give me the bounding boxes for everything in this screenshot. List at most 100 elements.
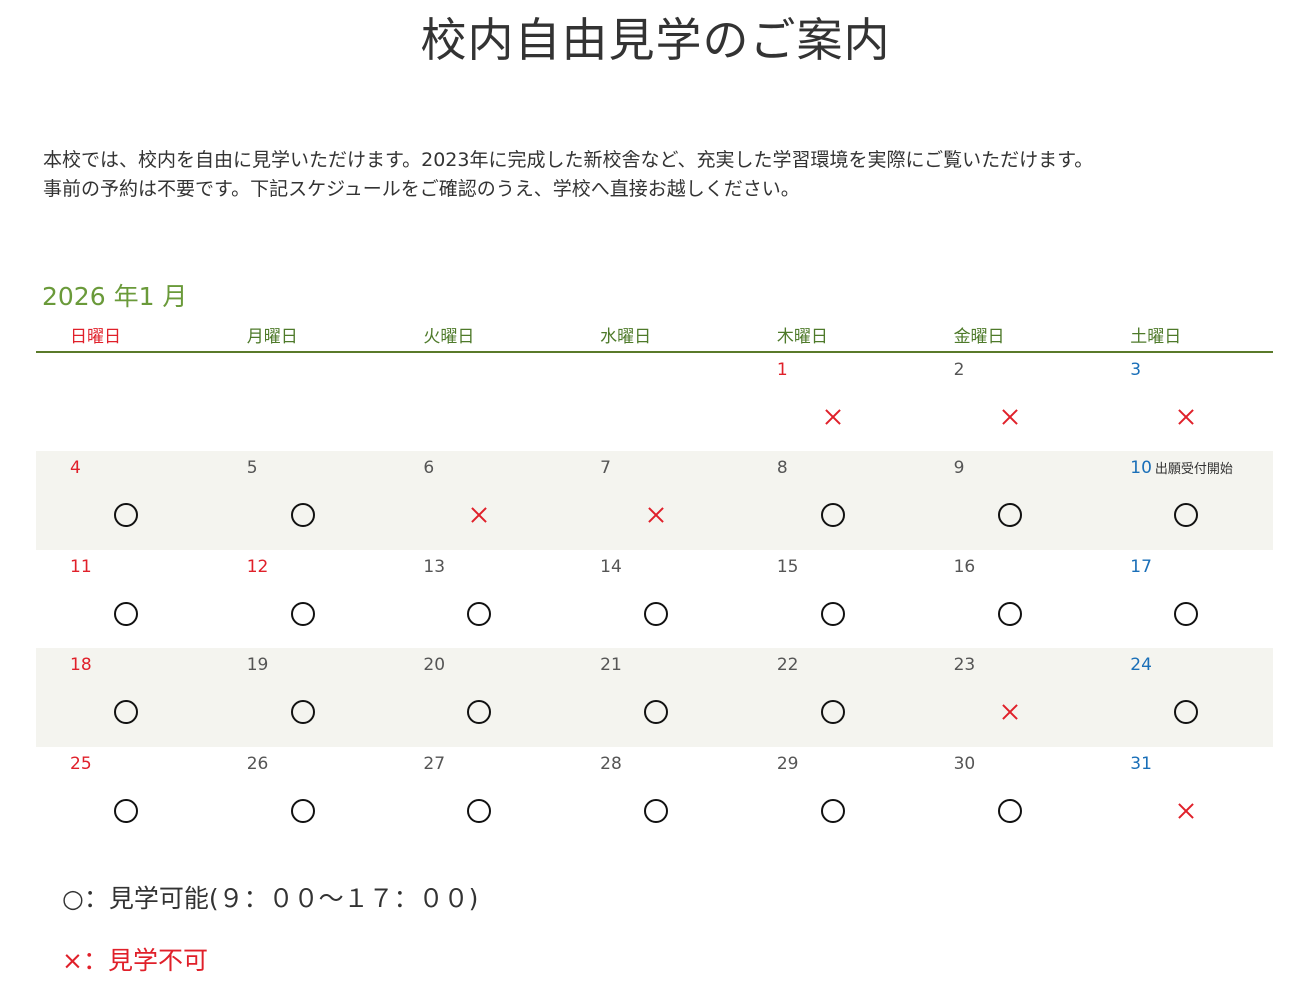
available-circle-icon [114, 503, 138, 528]
day-number-text: 30 [953, 753, 976, 774]
day-number: 20 [423, 654, 445, 676]
day-number-text: 27 [423, 753, 446, 774]
unavailable-cross-icon [998, 700, 1022, 724]
day-event-note: 出願受付開始 [1154, 462, 1233, 478]
day-number-text: 31 [1130, 753, 1152, 774]
day-number: 1 [777, 359, 788, 381]
day-number: 27 [423, 753, 445, 775]
day-number: 2 [954, 359, 965, 381]
calendar-day: 15 [743, 550, 920, 648]
calendar-day: 25 [36, 747, 213, 845]
weekday-wednesday: 水曜日 [600, 327, 652, 347]
day-number-text: 18 [70, 655, 92, 676]
calendar: 日曜日 月曜日 火曜日 水曜日 木曜日 金曜日 土曜日 1 2 3 4 5 6 7 8 9 10 出… [36, 324, 1273, 845]
day-number: 5 [247, 457, 258, 479]
intro-line-1: 本校では、校内を自由に見学いただけます。2023年に完成した新校舎など、充実した… [43, 149, 1094, 171]
calendar-day: 9 [920, 451, 1097, 549]
day-number: 23 [954, 654, 976, 676]
weekday-thursday: 木曜日 [776, 327, 828, 347]
day-number: 8 [777, 457, 788, 479]
available-circle-icon [997, 503, 1022, 528]
day-number-text: 3 [1130, 360, 1142, 380]
day-number-text: 20 [423, 655, 446, 676]
day-number: 24 [1130, 654, 1152, 676]
day-number-text: 4 [70, 458, 81, 479]
day-number-text: 12 [246, 556, 269, 577]
available-circle-icon [114, 700, 138, 725]
calendar-empty-cell [389, 353, 566, 451]
calendar-day: 26 [213, 747, 390, 845]
legend-unavailable: ×：見学不可 [62, 946, 208, 975]
day-number: 28 [600, 753, 622, 775]
calendar-weeks: 1 2 3 4 5 6 7 8 9 10 出願受付開始 11 12 13 14 15 16 17 18 19 20 21 2… [36, 353, 1273, 845]
available-circle-icon [290, 503, 315, 528]
day-number: 17 [1130, 556, 1152, 578]
day-number: 13 [423, 556, 445, 578]
calendar-day: 31 [1096, 747, 1273, 845]
calendar-day: 22 [743, 648, 920, 746]
available-circle-icon [644, 700, 669, 725]
calendar-day: 29 [743, 747, 920, 845]
calendar-week-row: 18 19 20 21 22 23 24 [36, 648, 1273, 747]
day-number: 15 [777, 556, 799, 578]
calendar-day: 11 [36, 550, 213, 648]
calendar-day: 16 [920, 550, 1097, 648]
available-circle-icon [997, 601, 1022, 626]
weekday-saturday: 土曜日 [1130, 327, 1182, 347]
day-number: 29 [777, 753, 799, 775]
calendar-week-row: 4 5 6 7 8 9 10 出願受付開始 [36, 451, 1273, 550]
page-title: 校内自由見学のご案内 [420, 13, 891, 67]
available-circle-icon [467, 601, 492, 626]
day-number-text: 13 [423, 556, 446, 577]
available-circle-icon [290, 601, 315, 626]
intro-text: 本校では、校内を自由に見学いただけます。2023年に完成した新校舎など、充実した… [43, 146, 1283, 204]
day-number-text: 23 [953, 655, 976, 676]
day-number-text: 6 [423, 458, 435, 479]
day-number: 12 [247, 556, 269, 578]
weekday-friday: 金曜日 [953, 327, 1005, 347]
unavailable-cross-icon [821, 405, 845, 429]
day-number-text: 10 [1130, 458, 1152, 479]
day-number: 25 [70, 753, 92, 775]
legend-available: ○：見学可能(９：００～１７：００) [62, 884, 479, 913]
day-number-text: 8 [776, 458, 788, 479]
unavailable-cross-icon [1174, 799, 1198, 823]
day-number: 14 [600, 556, 622, 578]
calendar-day: 5 [213, 451, 390, 549]
day-number: 4 [70, 457, 81, 479]
day-number-text: 16 [953, 556, 976, 577]
day-number-text: 15 [776, 556, 799, 577]
calendar-day: 14 [566, 550, 743, 648]
weekday-tuesday: 火曜日 [423, 327, 475, 347]
available-circle-icon [1174, 601, 1199, 626]
calendar-day: 19 [213, 648, 390, 746]
day-number: 16 [954, 556, 976, 578]
calendar-day: 30 [920, 747, 1097, 845]
calendar-day: 10 出願受付開始 [1096, 451, 1273, 549]
calendar-day: 3 [1096, 353, 1273, 451]
available-circle-icon [820, 601, 845, 626]
day-number: 26 [247, 753, 269, 775]
calendar-day: 2 [920, 353, 1097, 451]
weekday-sunday: 日曜日 [70, 327, 121, 347]
available-circle-icon [644, 798, 669, 823]
day-number-text: 17 [1130, 556, 1152, 577]
day-number-text: 5 [246, 458, 258, 479]
calendar-week-row: 11 12 13 14 15 16 17 [36, 550, 1273, 648]
day-number-text: 19 [246, 655, 269, 676]
day-number-text: 2 [953, 360, 965, 380]
available-circle-icon [290, 700, 315, 725]
calendar-empty-cell [566, 353, 743, 451]
calendar-day: 12 [213, 550, 390, 648]
calendar-week-row: 1 2 3 [36, 353, 1273, 451]
day-number: 9 [954, 457, 965, 479]
calendar-day: 13 [389, 550, 566, 648]
calendar-day: 28 [566, 747, 743, 845]
day-number-text: 26 [246, 753, 269, 774]
intro-line-2: 事前の予約は不要です。下記スケジュールをご確認のうえ、学校へ直接お越しください。 [43, 178, 800, 200]
day-number-text: 14 [600, 556, 622, 577]
day-number: 18 [70, 654, 92, 676]
available-circle-icon [114, 798, 138, 823]
day-number: 11 [70, 556, 92, 578]
